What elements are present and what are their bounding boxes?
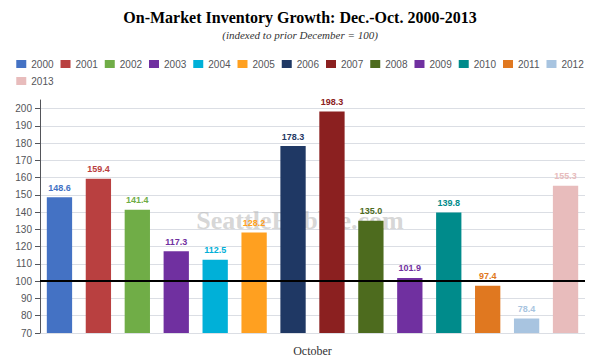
- svg-text:2007: 2007: [341, 59, 364, 70]
- svg-text:90: 90: [21, 293, 33, 304]
- svg-text:160: 160: [15, 172, 32, 183]
- svg-text:70: 70: [21, 328, 33, 339]
- svg-text:130: 130: [15, 224, 32, 235]
- svg-text:2004: 2004: [208, 59, 231, 70]
- svg-text:139.8: 139.8: [437, 198, 460, 208]
- svg-text:148.6: 148.6: [48, 183, 71, 193]
- svg-text:100: 100: [15, 276, 32, 287]
- svg-text:97.4: 97.4: [479, 271, 497, 281]
- svg-text:101.9: 101.9: [399, 263, 422, 273]
- svg-text:2002: 2002: [120, 59, 143, 70]
- svg-text:200: 200: [15, 103, 32, 114]
- svg-text:135.0: 135.0: [360, 206, 383, 216]
- svg-text:80: 80: [21, 310, 33, 321]
- svg-text:2011: 2011: [518, 59, 540, 70]
- svg-text:178.3: 178.3: [282, 132, 305, 142]
- svg-text:2001: 2001: [76, 59, 99, 70]
- svg-text:128.2: 128.2: [243, 218, 266, 228]
- svg-text:2012: 2012: [561, 59, 584, 70]
- svg-text:155.3: 155.3: [554, 171, 577, 181]
- svg-text:(indexed to prior December = 1: (indexed to prior December = 100): [222, 29, 378, 42]
- svg-text:78.4: 78.4: [518, 304, 536, 314]
- svg-text:141.4: 141.4: [126, 195, 149, 205]
- svg-text:2009: 2009: [429, 59, 452, 70]
- svg-text:120: 120: [15, 241, 32, 252]
- svg-text:2000: 2000: [31, 59, 54, 70]
- svg-text:198.3: 198.3: [321, 97, 344, 107]
- svg-text:2003: 2003: [164, 59, 187, 70]
- svg-text:2008: 2008: [385, 59, 408, 70]
- svg-text:170: 170: [15, 155, 32, 166]
- svg-text:180: 180: [15, 138, 32, 149]
- svg-text:110: 110: [16, 258, 32, 269]
- svg-text:117.3: 117.3: [165, 237, 187, 247]
- svg-text:2005: 2005: [253, 59, 276, 70]
- svg-text:2006: 2006: [297, 59, 320, 70]
- svg-text:On-Market Inventory Growth: De: On-Market Inventory Growth: Dec.-Oct. 20…: [123, 9, 476, 27]
- svg-text:140: 140: [15, 207, 32, 218]
- svg-text:112.5: 112.5: [204, 245, 226, 255]
- svg-text:2013: 2013: [31, 76, 54, 87]
- svg-text:2010: 2010: [474, 59, 497, 70]
- svg-text:159.4: 159.4: [87, 164, 110, 174]
- svg-text:190: 190: [15, 120, 32, 131]
- svg-text:October: October: [293, 344, 332, 358]
- svg-text:150: 150: [15, 189, 32, 200]
